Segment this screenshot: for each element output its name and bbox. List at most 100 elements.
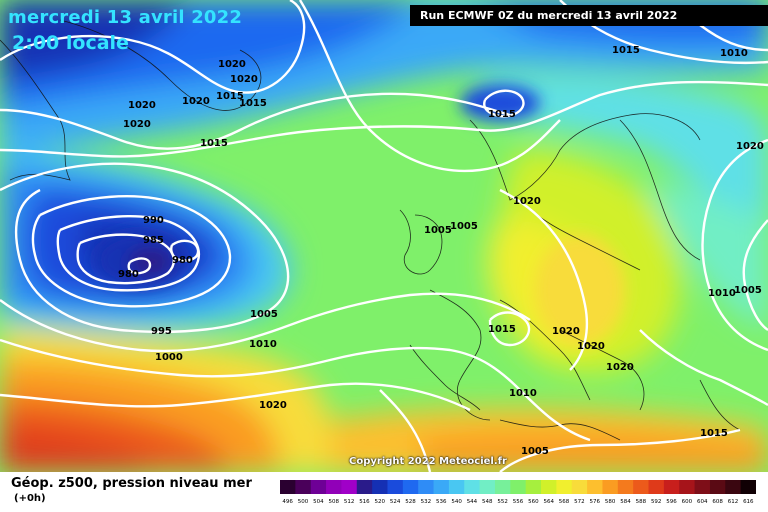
legend-swatch <box>694 480 711 494</box>
pressure-label: 1015 <box>612 45 640 56</box>
pressure-label: 1005 <box>521 446 549 457</box>
pressure-label: 1020 <box>259 400 287 411</box>
legend-swatch <box>740 480 756 494</box>
copyright-text: Copyright 2022 Meteociel.fr <box>349 456 507 467</box>
weather-map: 1020 1020 1020 1020 1020 1015 1015 1015 … <box>0 0 768 472</box>
map-time-title: 2:00 locale <box>12 32 129 54</box>
legend-tick-label: 508 <box>328 499 339 505</box>
isobars <box>0 0 768 472</box>
legend-tick-label: 504 <box>313 499 324 505</box>
legend-tick-label: 564 <box>543 499 554 505</box>
legend-tick-label: 576 <box>590 499 601 505</box>
pressure-label: 1020 <box>218 59 246 70</box>
legend-tick-label: 500 <box>298 499 309 505</box>
color-scale: 496 500 504 508 512 516 520 524 528 532 536 540 544 5… <box>280 480 756 505</box>
pressure-label: 1010 <box>509 388 537 399</box>
legend-bar: Géop. z500, pression niveau mer (+0h) 49… <box>0 472 768 512</box>
pressure-label: 990 <box>143 215 164 226</box>
legend-tick-label: 548 <box>482 499 493 505</box>
pressure-label: 1015 <box>700 428 728 439</box>
legend-swatch <box>356 480 373 494</box>
pressure-label: 1010 <box>708 288 736 299</box>
pressure-label: 1020 <box>513 196 541 207</box>
pressure-label: 1020 <box>123 119 151 130</box>
legend-swatch <box>433 480 450 494</box>
legend-tick-label: 544 <box>467 499 478 505</box>
legend-tick-label: 584 <box>620 499 631 505</box>
pressure-label: 1020 <box>577 341 605 352</box>
legend-tick-label: 560 <box>528 499 539 505</box>
legend-swatch <box>556 480 573 494</box>
legend-swatch <box>295 480 312 494</box>
legend-tick-label: 520 <box>375 499 386 505</box>
pressure-label: 1020 <box>606 362 634 373</box>
legend-tick-label: 592 <box>651 499 662 505</box>
pressure-label: 980 <box>172 255 193 266</box>
pressure-label: 1015 <box>216 91 244 102</box>
pressure-label: 1010 <box>249 339 277 350</box>
legend-swatch <box>464 480 481 494</box>
pressure-label: 1000 <box>155 352 183 363</box>
legend-tick-label: 588 <box>636 499 647 505</box>
pressure-label: 1015 <box>239 98 267 109</box>
legend-swatch <box>402 480 419 494</box>
legend-swatch <box>280 480 296 494</box>
pressure-label: 995 <box>151 326 172 337</box>
legend-swatch <box>510 480 527 494</box>
legend-tick-label: 600 <box>682 499 693 505</box>
legend-swatch <box>387 480 404 494</box>
legend-swatch <box>372 480 388 494</box>
pressure-label: 1005 <box>734 285 762 296</box>
pressure-label: 1015 <box>488 324 516 335</box>
legend-swatch <box>341 480 358 494</box>
legend-swatch <box>525 480 542 494</box>
legend-swatch <box>709 480 726 494</box>
legend-tick-label: 608 <box>712 499 723 505</box>
legend-tick-label: 512 <box>344 499 355 505</box>
pressure-label: 1020 <box>552 326 580 337</box>
legend-swatch <box>494 480 511 494</box>
legend-tick-label: 572 <box>574 499 585 505</box>
legend-tick-label: 496 <box>282 499 293 505</box>
pressure-label: 1015 <box>488 109 516 120</box>
legend-swatch <box>326 480 342 494</box>
pressure-label: 1020 <box>128 100 156 111</box>
field-title: Géop. z500, pression niveau mer <box>11 476 252 491</box>
legend-tick-label: 616 <box>743 499 754 505</box>
legend-tick-label: 516 <box>359 499 370 505</box>
pressure-label: 1005 <box>424 225 452 236</box>
legend-swatch <box>648 480 665 494</box>
pressure-label: 1015 <box>200 138 228 149</box>
pressure-label: 1010 <box>720 48 748 59</box>
legend-swatch <box>571 480 588 494</box>
lead-time: (+0h) <box>14 493 46 504</box>
pressure-label: 1020 <box>736 141 764 152</box>
pressure-label: 1005 <box>250 309 278 320</box>
legend-swatch <box>448 480 465 494</box>
legend-swatch <box>310 480 327 494</box>
legend-tick-label: 612 <box>728 499 739 505</box>
legend-swatch <box>617 480 634 494</box>
legend-tick-label: 524 <box>390 499 401 505</box>
legend-tick-label: 568 <box>559 499 570 505</box>
legend-swatch <box>679 480 696 494</box>
model-run-label: Run ECMWF 0Z du mercredi 13 avril 2022 <box>410 5 768 26</box>
map-date-title: mercredi 13 avril 2022 <box>8 7 243 28</box>
legend-tick-label: 540 <box>451 499 462 505</box>
legend-tick-label: 552 <box>497 499 508 505</box>
pressure-label: 985 <box>143 235 164 246</box>
legend-swatch <box>663 480 680 494</box>
legend-swatch <box>418 480 435 494</box>
legend-tick-label: 580 <box>605 499 616 505</box>
legend-tick-label: 528 <box>405 499 416 505</box>
legend-swatch <box>725 480 742 494</box>
pressure-label: 980 <box>118 269 139 280</box>
legend-tick-label: 596 <box>666 499 677 505</box>
legend-swatch <box>587 480 603 494</box>
pressure-labels: 1020 1020 1020 1020 1020 1015 1015 1015 … <box>118 45 764 457</box>
pressure-label: 1005 <box>450 221 478 232</box>
legend-swatch <box>479 480 496 494</box>
legend-swatch <box>633 480 650 494</box>
legend-tick-label: 556 <box>513 499 524 505</box>
